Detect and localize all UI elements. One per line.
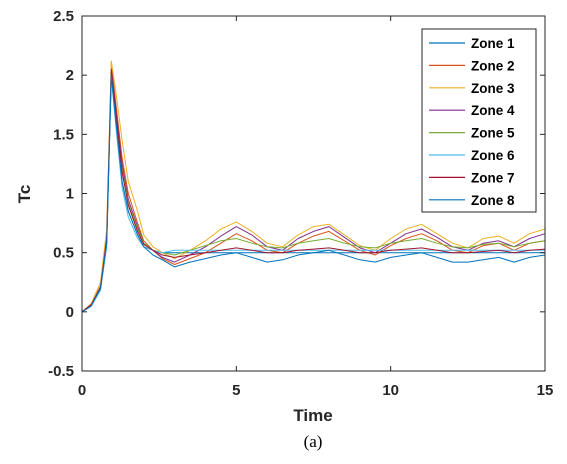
y-tick-label: 2.5 [53, 8, 74, 25]
y-axis-label: Tc [15, 185, 34, 204]
legend-label-8: Zone 8 [471, 193, 515, 208]
legend-label-2: Zone 2 [471, 58, 515, 73]
x-tick-label: 10 [382, 382, 399, 399]
y-tick-label: -0.5 [48, 363, 74, 380]
series-line-8 [81, 74, 546, 313]
x-tick-label: 15 [537, 382, 554, 399]
series-line-7 [81, 71, 546, 313]
y-tick-label: 0.5 [53, 245, 74, 262]
x-tick-label: 5 [232, 382, 240, 399]
y-tick-label: 1 [66, 186, 74, 203]
series-line-6 [81, 77, 545, 313]
y-tick-label: 0 [66, 304, 74, 321]
x-axis-ticks: 0 5 10 15 [78, 16, 554, 399]
series-line-3 [81, 60, 546, 313]
y-axis-ticks: -0.5 0 0.5 1 1.5 2 2.5 [48, 8, 545, 380]
legend-label-1: Zone 1 [471, 36, 515, 51]
y-tick-label: 1.5 [53, 126, 74, 143]
legend-box [421, 28, 537, 213]
legend-label-4: Zone 4 [471, 103, 515, 118]
x-axis-label: Time [293, 406, 332, 425]
legend-label-6: Zone 6 [471, 148, 515, 163]
legend: Zone 1 Zone 2 Zone 3 Zone 4 Zone 5 Zone 6 Zone… [421, 28, 537, 213]
legend-label-3: Zone 3 [471, 81, 515, 96]
legend-label-5: Zone 5 [471, 126, 515, 141]
legend-label-7: Zone 7 [471, 170, 515, 185]
x-tick-label: 0 [78, 382, 86, 399]
y-tick-label: 2 [66, 67, 74, 84]
plot-lines [81, 60, 546, 313]
figure-caption: (a) [304, 432, 323, 451]
